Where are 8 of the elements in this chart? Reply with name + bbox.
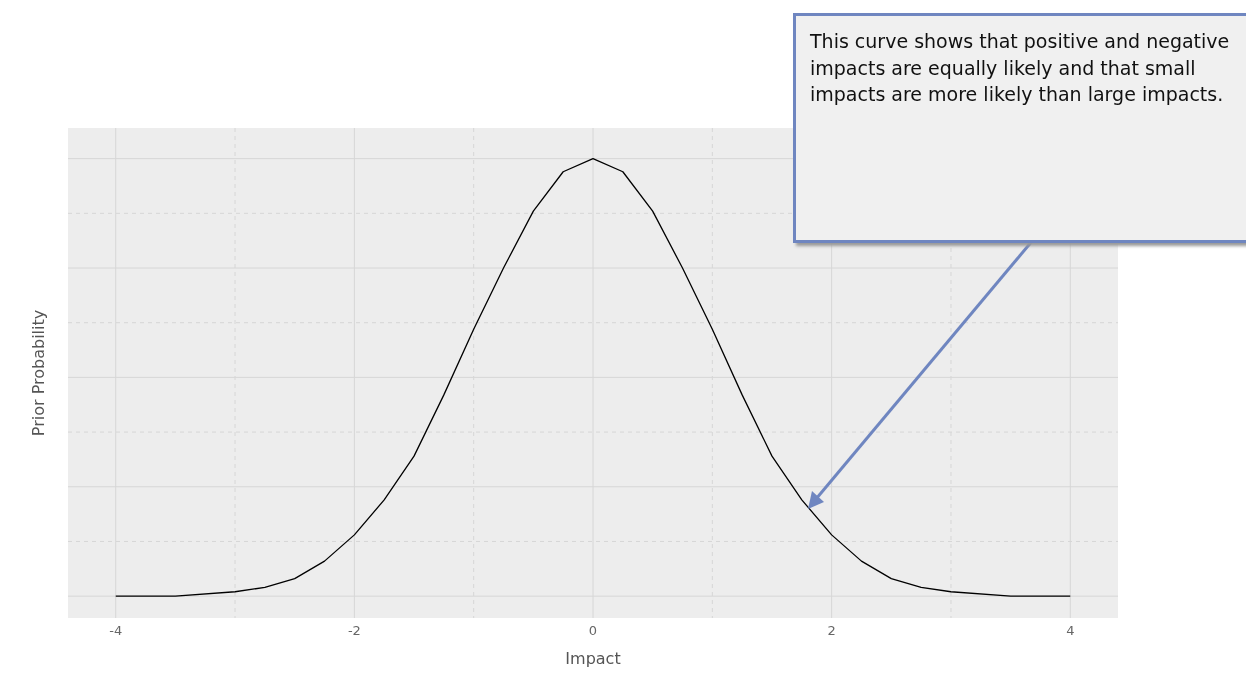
- x-axis-title: Impact: [565, 649, 621, 668]
- y-axis-title: Prior Probability: [28, 309, 48, 437]
- x-tick-label: -4: [109, 623, 123, 639]
- x-tick-label: 4: [1066, 623, 1075, 639]
- callout-box: This curve shows that positive and negative impacts are equally likely and that small impacts are more likely than large impacts.: [793, 13, 1246, 243]
- x-tick-label: 0: [588, 623, 598, 639]
- x-tick-label: 2: [827, 623, 836, 639]
- x-tick-label: -2: [347, 623, 361, 639]
